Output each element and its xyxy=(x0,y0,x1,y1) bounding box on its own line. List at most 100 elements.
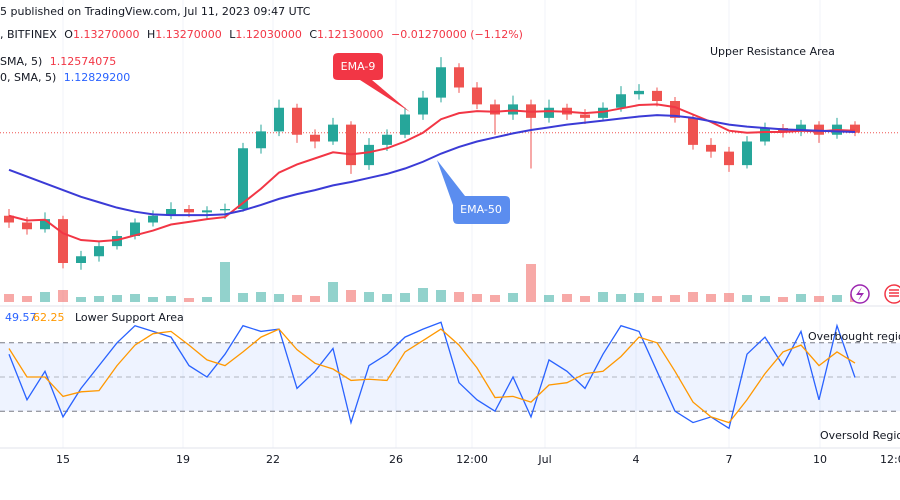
candle-body xyxy=(22,222,32,230)
volume-bar xyxy=(580,296,590,302)
volume-pane xyxy=(4,262,860,302)
volume-bar xyxy=(130,294,140,302)
ohlc-label: L xyxy=(229,28,236,41)
volume-bar xyxy=(616,294,626,302)
ohlc-value: 1.12030000 xyxy=(235,28,301,41)
volume-bar xyxy=(76,297,86,302)
volume-bar xyxy=(40,292,50,302)
volume-bar xyxy=(94,296,104,302)
stochastic-pane xyxy=(0,321,900,430)
volume-bar xyxy=(526,264,536,302)
volume-bar xyxy=(166,296,176,302)
volume-bar xyxy=(634,293,644,302)
flag-icon-glyph xyxy=(889,289,899,297)
volume-bar xyxy=(418,288,428,302)
price-pane xyxy=(0,57,900,270)
candle-body xyxy=(706,144,716,152)
volume-bar xyxy=(346,290,356,302)
volume-bar xyxy=(814,296,824,302)
candle-body xyxy=(616,94,626,108)
candle-body xyxy=(256,131,266,149)
callout xyxy=(437,160,510,224)
indicator-line xyxy=(8,114,856,217)
x-tick-label: Jul xyxy=(537,453,551,466)
volume-bar xyxy=(22,296,32,302)
callout-text: EMA-9 xyxy=(341,60,376,73)
volume-bar xyxy=(796,294,806,302)
annotation: Upper Resistance Area xyxy=(710,45,835,58)
candle-body xyxy=(148,215,158,223)
volume-bar xyxy=(328,282,338,302)
volume-bar xyxy=(472,294,482,302)
volume-bar xyxy=(760,296,770,302)
indicator-line xyxy=(8,103,856,243)
volume-bar xyxy=(382,294,392,302)
indicator-line xyxy=(8,321,856,430)
volume-bar xyxy=(724,293,734,302)
candle-body xyxy=(742,141,752,166)
symbol: , BITFINEX xyxy=(0,28,57,41)
source-text: 5 published on TradingView.com, Jul 11, … xyxy=(0,5,311,18)
x-tick-label: 22 xyxy=(266,453,280,466)
candle-body xyxy=(418,97,428,115)
symbol-line: , BITFINEX O1.13270000 H1.13270000 L1.12… xyxy=(0,28,523,41)
indicator-value: 1.12829200 xyxy=(64,71,130,84)
volume-bar xyxy=(598,292,608,302)
candle-body xyxy=(166,209,176,216)
candle-body xyxy=(760,128,770,142)
candle-body xyxy=(850,124,860,133)
indicator-name: 0, SMA, 5) xyxy=(0,71,56,84)
volume-bar xyxy=(706,294,716,302)
x-tick-label: 4 xyxy=(633,453,640,466)
candle-body xyxy=(76,256,86,263)
indicator-line: 0, SMA, 5) 1.12829200 xyxy=(0,71,130,84)
x-tick-label: 12:00 xyxy=(456,453,488,466)
volume-bar xyxy=(490,295,500,302)
change: −0.01270000 (−1.12%) xyxy=(391,28,523,41)
candle-body xyxy=(490,104,500,115)
volume-bar xyxy=(202,297,212,302)
ohlc-value: 1.13270000 xyxy=(155,28,221,41)
x-tick-label: 12:00 xyxy=(880,453,900,466)
candle-body xyxy=(652,90,662,101)
candle-body xyxy=(400,114,410,135)
annotation: Lower Support Area xyxy=(75,311,184,324)
candle-body xyxy=(670,101,680,118)
x-tick-label: 15 xyxy=(56,453,70,466)
ohlc-value: 1.12130000 xyxy=(317,28,383,41)
candle-body xyxy=(796,124,806,132)
candle-body xyxy=(508,104,518,115)
candle-body xyxy=(274,107,284,132)
volume-bar xyxy=(112,295,122,302)
volume-bar xyxy=(670,295,680,302)
callout xyxy=(333,53,410,112)
candle-body xyxy=(112,236,122,247)
volume-bar xyxy=(58,290,68,302)
candle-body xyxy=(382,134,392,145)
candle-body xyxy=(544,107,554,118)
volume-bar xyxy=(274,294,284,302)
candle-body xyxy=(364,144,374,166)
volume-bar xyxy=(436,290,446,302)
candle-body xyxy=(634,90,644,95)
candle-body xyxy=(202,210,212,213)
volume-bar xyxy=(184,298,194,302)
volume-bar xyxy=(508,293,518,302)
volume-bar xyxy=(454,292,464,302)
ohlc-label: O xyxy=(64,28,73,41)
x-tick-label: 19 xyxy=(176,453,190,466)
volume-bar xyxy=(310,296,320,302)
x-tick-label: 10 xyxy=(813,453,827,466)
candle-body xyxy=(130,222,140,236)
time-axis: 15 19 22 26 12:00 Jul 4 7 10 12:00 xyxy=(56,453,900,466)
candle-body xyxy=(310,134,320,142)
indicator-line xyxy=(8,328,856,424)
flag-icon[interactable] xyxy=(884,284,900,304)
volume-bar xyxy=(400,293,410,302)
volume-bar xyxy=(256,292,266,302)
candle-body xyxy=(328,124,338,142)
candle-body xyxy=(814,124,824,135)
x-tick-label: 26 xyxy=(389,453,403,466)
candle-body xyxy=(472,87,482,105)
